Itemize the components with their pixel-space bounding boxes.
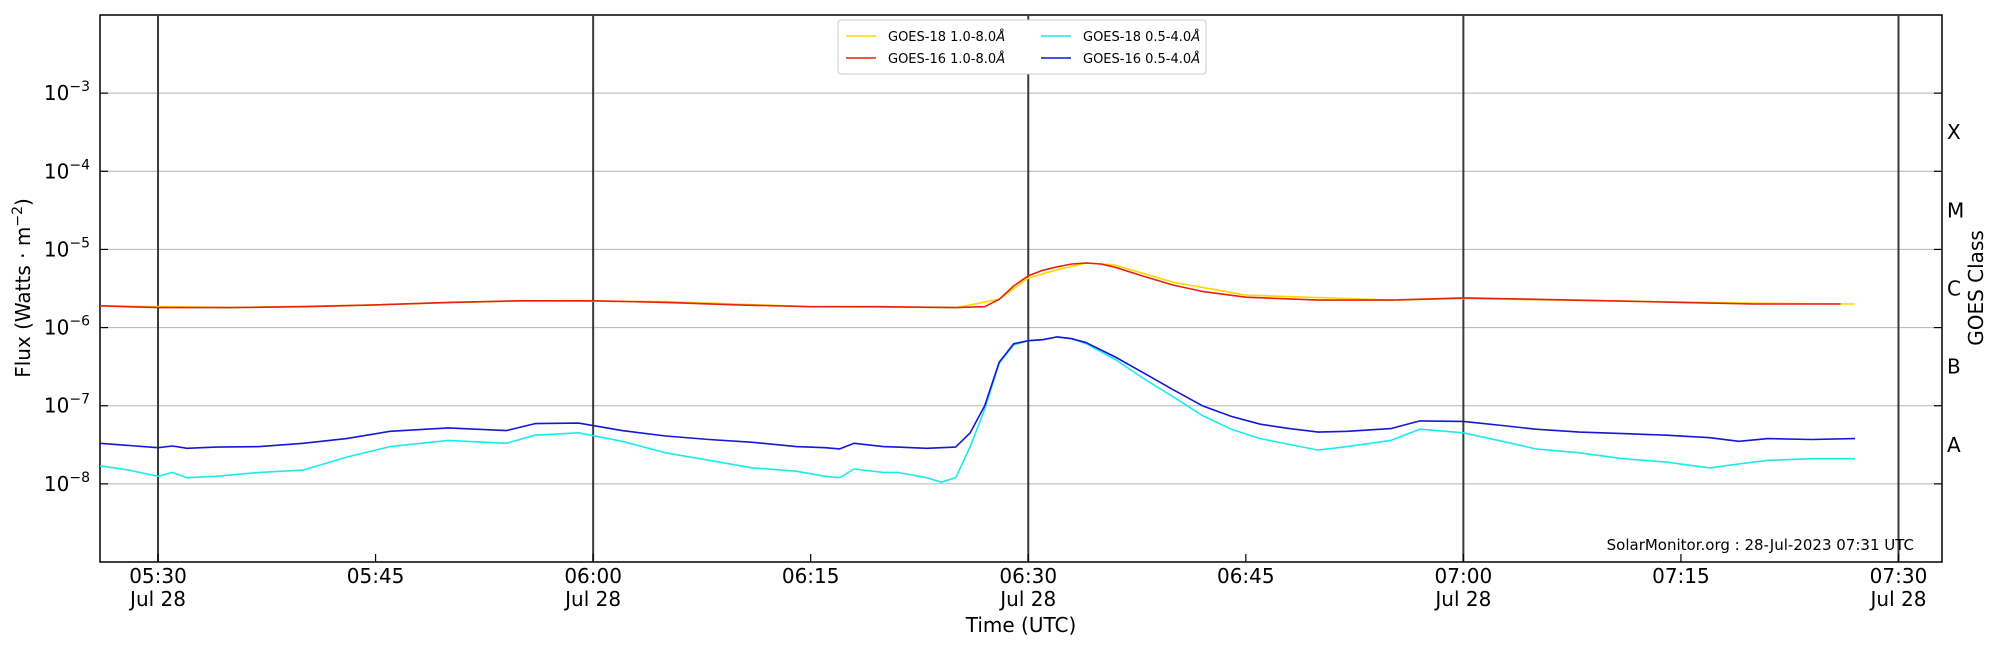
y-tick-exponent: −7 bbox=[69, 392, 90, 408]
plot-frame bbox=[99, 14, 1943, 563]
x-tick-sublabel: Jul 28 bbox=[563, 587, 621, 611]
legend-label-unit: Å bbox=[1190, 51, 1200, 67]
y-axis-title: Flux (Watts · m−2) bbox=[10, 198, 35, 378]
x-tick-sublabel: Jul 28 bbox=[1869, 587, 1927, 611]
series-line bbox=[99, 336, 1855, 484]
goes-class-label: A bbox=[1947, 433, 1961, 457]
x-tick-label: 06:45 bbox=[1217, 564, 1275, 588]
goes-class-label: C bbox=[1947, 277, 1961, 301]
y-axis-title-superscript: −2 bbox=[10, 206, 26, 227]
y-tick-label: 10−3 bbox=[44, 79, 90, 105]
y-tick-base: 10 bbox=[44, 472, 69, 496]
series-line bbox=[99, 336, 1856, 450]
x-tick-sublabel: Jul 28 bbox=[128, 587, 186, 611]
y-axis-title-main: Flux (Watts · m bbox=[11, 227, 35, 378]
legend-label: GOES-16 0.5-4.0Å bbox=[1083, 51, 1200, 67]
right-axis-title: GOES Class bbox=[1964, 230, 1988, 346]
x-tick-label: 07:30 bbox=[1870, 564, 1928, 588]
y-tick-label: 10−6 bbox=[44, 314, 90, 340]
goes-class-label: X bbox=[1947, 120, 1961, 144]
legend-label-name: GOES-16 0.5-4.0 bbox=[1083, 52, 1191, 67]
x-tick-label: 06:00 bbox=[564, 564, 622, 588]
y-tick-base: 10 bbox=[44, 316, 69, 340]
legend-box bbox=[837, 19, 1207, 75]
x-tick-label: 05:45 bbox=[347, 564, 405, 588]
x-tick-sublabel: Jul 28 bbox=[998, 587, 1056, 611]
x-axis-title: Time (UTC) bbox=[965, 613, 1077, 637]
x-tick-sublabel: Jul 28 bbox=[1433, 587, 1491, 611]
legend-label: GOES-18 0.5-4.0Å bbox=[1083, 29, 1200, 45]
legend-label: GOES-18 1.0-8.0Å bbox=[888, 29, 1005, 45]
goes-class-label: B bbox=[1947, 355, 1961, 379]
legend-label-name: GOES-18 1.0-8.0 bbox=[888, 30, 996, 45]
y-tick-exponent: −5 bbox=[69, 235, 90, 251]
x-tick-label: 07:15 bbox=[1652, 564, 1710, 588]
x-tick-label: 06:15 bbox=[782, 564, 840, 588]
legend-label-unit: Å bbox=[1190, 29, 1200, 45]
y-tick-base: 10 bbox=[44, 394, 69, 418]
series-line bbox=[99, 262, 1841, 309]
watermark-text: SolarMonitor.org : 28-Jul-2023 07:31 UTC bbox=[1607, 536, 1914, 554]
y-tick-exponent: −6 bbox=[69, 314, 90, 330]
y-tick-exponent: −3 bbox=[69, 79, 90, 95]
x-tick-label: 07:00 bbox=[1435, 564, 1493, 588]
y-axis-title-close: ) bbox=[11, 198, 35, 206]
x-tick-label: 05:30 bbox=[129, 564, 187, 588]
y-tick-base: 10 bbox=[44, 237, 69, 261]
y-tick-exponent: −8 bbox=[69, 470, 90, 486]
series-lines bbox=[99, 262, 1856, 484]
legend-label-unit: Å bbox=[995, 51, 1005, 67]
y-tick-label: 10−5 bbox=[44, 235, 90, 261]
y-tick-base: 10 bbox=[44, 81, 69, 105]
y-tick-base: 10 bbox=[44, 159, 69, 183]
goes-class-label: M bbox=[1947, 198, 1964, 222]
legend-label: GOES-16 1.0-8.0Å bbox=[888, 51, 1005, 67]
legend-label-unit: Å bbox=[995, 29, 1005, 45]
x-tick-label: 06:30 bbox=[999, 564, 1057, 588]
y-tick-label: 10−4 bbox=[44, 157, 90, 183]
y-tick-label: 10−8 bbox=[44, 470, 90, 496]
legend-label-name: GOES-18 0.5-4.0 bbox=[1083, 30, 1191, 45]
y-tick-exponent: −4 bbox=[69, 157, 90, 173]
y-tick-label: 10−7 bbox=[44, 392, 90, 418]
grid-lines bbox=[100, 15, 1942, 562]
legend-label-name: GOES-16 1.0-8.0 bbox=[888, 52, 996, 67]
